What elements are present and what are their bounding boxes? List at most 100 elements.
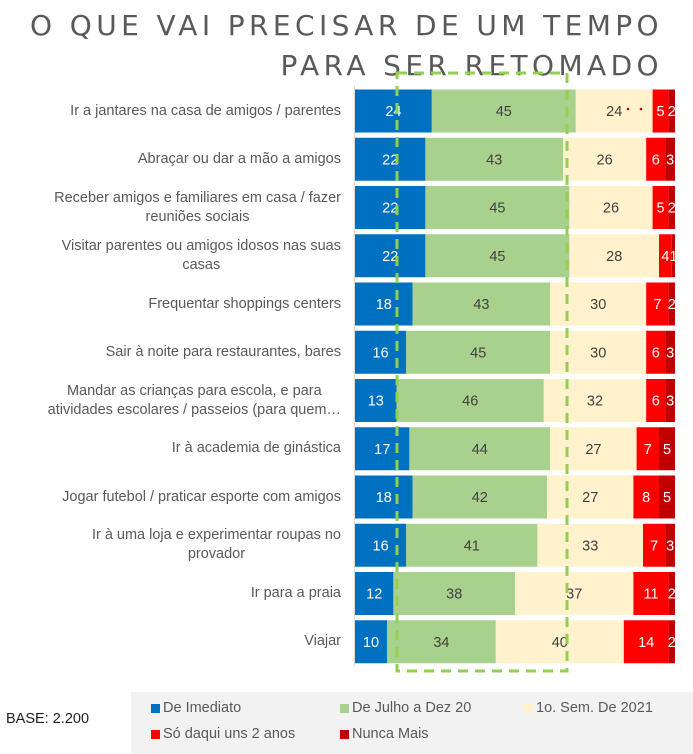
bar-segment <box>643 523 666 567</box>
data-label: 32 <box>587 394 603 410</box>
bar-segment <box>665 330 675 374</box>
data-label: 3 <box>666 394 674 410</box>
bar-segment <box>355 186 426 229</box>
legend-swatch <box>151 703 160 713</box>
bar-segment <box>355 234 426 278</box>
bar-segment <box>636 427 659 471</box>
bar-segment <box>425 234 570 278</box>
bar-segment <box>623 620 669 664</box>
data-label: 5 <box>657 104 665 120</box>
chart-title: O QUE VAI PRECISAR DE UM TEMPO PARA SER … <box>23 6 663 86</box>
data-label: 2 <box>668 635 676 651</box>
bar-segment <box>659 234 672 278</box>
bar-row: 22 45 26 5 2 <box>355 186 676 229</box>
data-label: 24 <box>385 104 401 120</box>
bar-segment <box>355 137 426 181</box>
data-label: 4 <box>661 249 669 265</box>
data-label: 18 <box>376 490 392 506</box>
data-label: 26 <box>603 201 619 217</box>
data-label: 2 <box>668 104 676 120</box>
bar-segment <box>646 282 669 326</box>
category-label: Ir à academia de ginástica <box>11 439 341 458</box>
bar-segment <box>633 572 669 615</box>
category-label: Mandar as crianças para escola, e para at… <box>11 382 341 420</box>
bar-segment <box>668 89 675 133</box>
data-label: 3 <box>666 538 674 554</box>
data-label: 16 <box>373 538 389 554</box>
bar-row: 13 46 32 6 3 <box>355 379 675 422</box>
category-label-text: Ir para a praia <box>250 585 341 601</box>
bar-segment <box>665 523 675 567</box>
legend-swatch <box>524 703 533 713</box>
category-label-text: Jogar futebol / praticar esporte com ami… <box>62 488 341 505</box>
stacked-bar-chart: 24 45 24 5 222 43 26 6 322 45 26 5 222 45 28 4 118 43 30 7 2… <box>354 71 677 673</box>
data-label: 45 <box>496 104 512 120</box>
bar-row: 24 45 24 5 2 <box>355 89 676 133</box>
bar-row: 22 43 26 6 3 <box>355 137 675 181</box>
data-label: 6 <box>652 345 660 361</box>
bar-segment <box>646 379 666 422</box>
legend-label: Só daqui uns 2 anos <box>163 726 296 742</box>
category-label-text: Abraçar ou dar a mão a amigos <box>137 150 341 167</box>
data-label: 16 <box>373 345 389 361</box>
legend-item-1o-sem-2021: 1o. Sem. De 2021 <box>524 700 653 716</box>
data-label: 11 <box>643 587 658 603</box>
bar-segment <box>569 186 653 229</box>
bar-segment <box>646 330 666 374</box>
data-label: 12 <box>366 587 382 603</box>
data-label: 38 <box>446 587 462 603</box>
data-label: 22 <box>382 201 398 217</box>
category-label-text: Receber amigos e familiares em casa / fa… <box>54 189 341 225</box>
data-label: 46 <box>462 394 478 410</box>
data-label: 43 <box>473 297 489 313</box>
data-label: 10 <box>363 635 379 651</box>
category-label: Ir para a praia <box>11 584 341 603</box>
bar-segment <box>412 475 547 519</box>
data-label: 5 <box>657 201 665 217</box>
chart-title-line-1: O QUE VAI PRECISAR DE UM TEMPO <box>30 9 663 42</box>
bar-row: 10 34 40 14 2 <box>355 620 676 664</box>
category-label: Jogar futebol / praticar esporte com ami… <box>11 488 341 507</box>
bar-segment <box>668 282 675 326</box>
bar-segment <box>355 89 432 133</box>
legend-label: 1o. Sem. De 2021 <box>536 700 653 716</box>
data-label: 7 <box>653 297 661 313</box>
annotation-dot <box>626 107 630 111</box>
category-label-text: Ir a jantares na casa de amigos / parent… <box>70 102 341 119</box>
bar-segment <box>659 475 675 519</box>
category-label: Ir a jantares na casa de amigos / parent… <box>11 102 341 121</box>
legend-swatch <box>151 729 160 739</box>
data-label: 28 <box>606 249 622 265</box>
bar-row: 18 43 30 7 2 <box>355 282 676 326</box>
data-label: 27 <box>582 490 598 506</box>
bar-segment <box>646 137 666 181</box>
bar-segment <box>425 186 570 229</box>
base-label: BASE: 2.200 <box>6 711 90 727</box>
data-label: 30 <box>590 297 606 313</box>
category-label: Frequentar shoppings centers <box>11 295 341 314</box>
data-label: 3 <box>666 345 674 361</box>
annotation-dot <box>639 107 643 111</box>
data-label: 1 <box>669 249 677 265</box>
bar-segment <box>355 475 413 519</box>
data-label: 8 <box>642 490 650 506</box>
bar-row: 18 42 27 8 5 <box>355 475 675 519</box>
data-label: 18 <box>376 297 392 313</box>
bar-segment <box>355 282 413 326</box>
legend-label: Nunca Mais <box>352 726 429 742</box>
data-label: 24 <box>606 104 622 120</box>
bar-segment <box>431 89 576 133</box>
category-label-text: Viajar <box>304 633 341 650</box>
legend-item-nunca-mais: Nunca Mais <box>340 726 429 742</box>
data-label: 17 <box>374 442 390 458</box>
bar-segment <box>563 137 647 181</box>
category-label-text: Frequentar shoppings centers <box>148 295 341 312</box>
bar-segment <box>495 620 624 664</box>
bar-segment <box>412 282 551 326</box>
legend-swatch <box>340 703 349 713</box>
bar-segment <box>652 89 669 133</box>
category-label: Receber amigos e familiares em casa / fa… <box>11 189 341 227</box>
highlight-box <box>395 71 569 673</box>
data-label: 45 <box>470 345 486 361</box>
bar-segment <box>393 572 515 615</box>
